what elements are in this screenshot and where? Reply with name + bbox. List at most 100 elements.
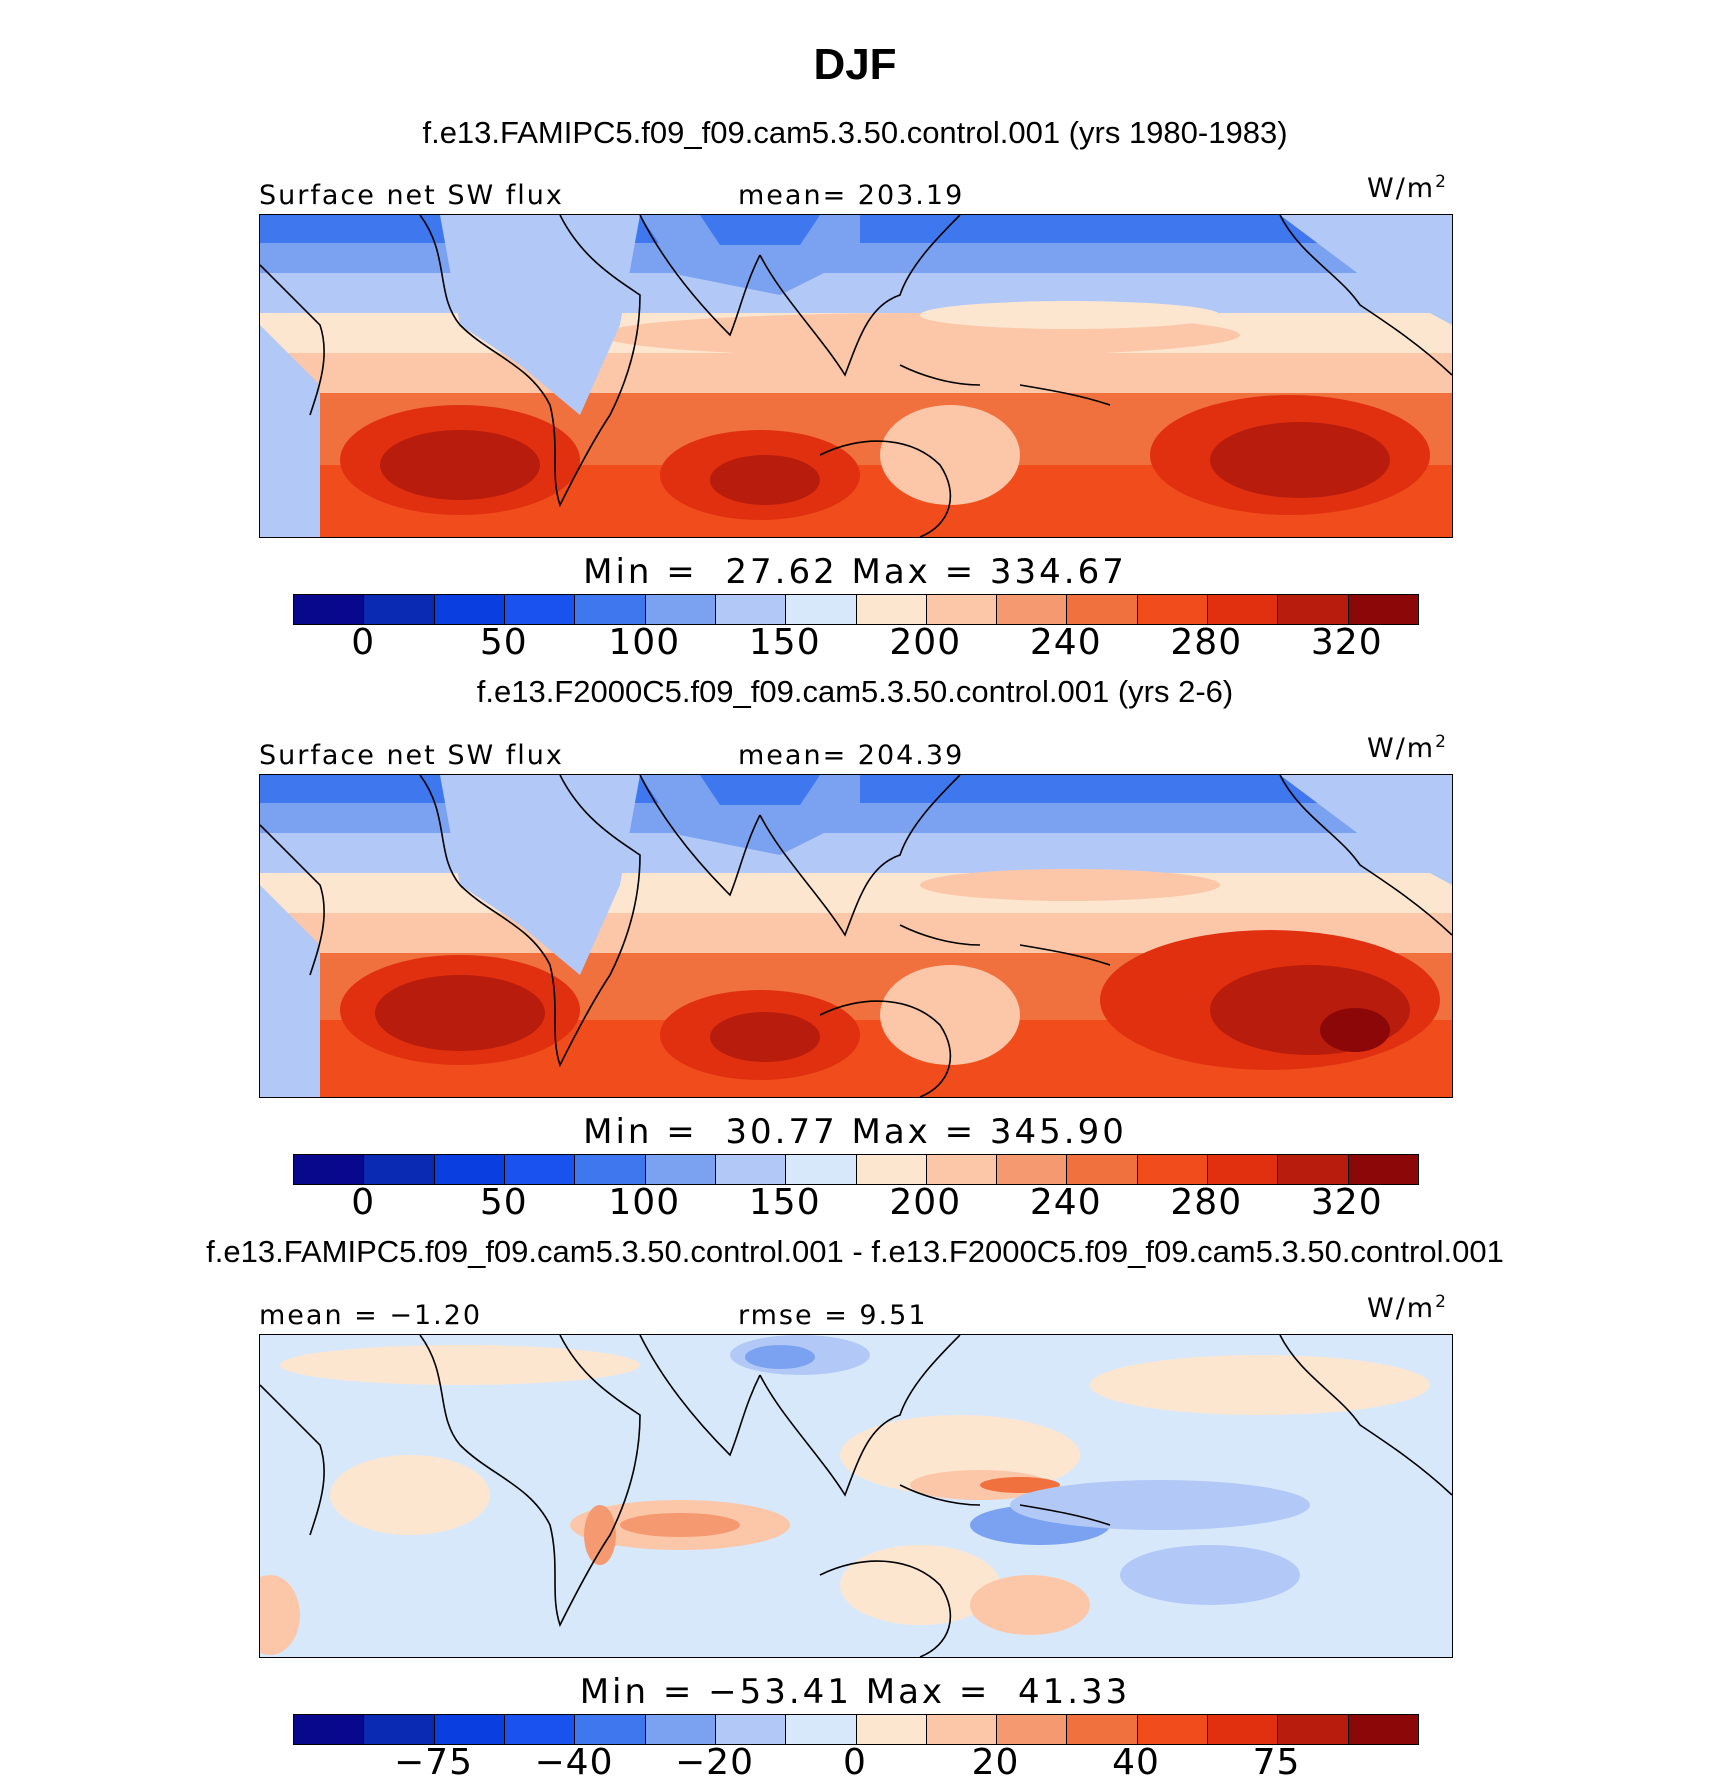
map-panel-1 xyxy=(259,214,1453,538)
figure-title: DJF xyxy=(813,40,897,89)
units-text: W/m xyxy=(1367,733,1436,764)
colorbar-swatch xyxy=(1137,1155,1209,1184)
colorbar-swatch xyxy=(434,1155,505,1184)
tick-label: 280 xyxy=(1170,622,1243,663)
colorbar-swatch xyxy=(856,1155,927,1184)
tick-label: −20 xyxy=(675,1742,754,1783)
colorbar-swatch xyxy=(1348,595,1418,624)
colorbar-swatch xyxy=(364,1715,435,1744)
units-label-2: W/m2 xyxy=(1367,732,1448,764)
center-label-2: mean= 204.39 xyxy=(738,740,965,771)
units-sup: 2 xyxy=(1435,172,1448,192)
colorbar-swatch xyxy=(294,1715,365,1744)
tick-label: 0 xyxy=(351,622,376,663)
tick-label: 280 xyxy=(1170,1182,1243,1223)
colorbar-swatch xyxy=(1278,1155,1349,1184)
left-label-3: mean = −1.20 xyxy=(259,1300,483,1331)
colorbar-swatch xyxy=(645,1155,716,1184)
colorbar-swatch xyxy=(504,1155,576,1184)
tick-label: 320 xyxy=(1310,622,1383,663)
colorbar-swatch xyxy=(504,595,576,624)
units-text: W/m xyxy=(1367,1293,1436,1324)
colorbar-swatch xyxy=(575,1715,646,1744)
colorbar-swatch xyxy=(364,595,435,624)
colorbar-ticks-1: 0 50 100 150 200 240 280 320 xyxy=(293,622,1417,666)
colorbar-swatch xyxy=(715,1715,787,1744)
colorbar-swatch xyxy=(1348,1715,1418,1744)
colorbar-swatch xyxy=(715,1155,787,1184)
left-label-2: Surface net SW flux xyxy=(259,740,564,771)
colorbar-swatch xyxy=(1348,1155,1418,1184)
colorbar-swatch xyxy=(294,1155,365,1184)
colorbar-ticks-3: −75 −40 −20 0 20 40 75 xyxy=(293,1742,1417,1786)
colorbar-swatch xyxy=(1208,1715,1279,1744)
minmax-2: Min = 30.77 Max = 345.90 xyxy=(583,1112,1127,1152)
units-label-1: W/m2 xyxy=(1367,172,1448,204)
units-text: W/m xyxy=(1367,173,1436,204)
colorbar-swatch xyxy=(1278,595,1349,624)
left-label-1: Surface net SW flux xyxy=(259,180,564,211)
colorbar-swatch xyxy=(1067,595,1138,624)
colorbar-swatch xyxy=(786,1155,857,1184)
colorbar-3 xyxy=(293,1714,1419,1745)
units-label-3: W/m2 xyxy=(1367,1292,1448,1324)
tick-label: 320 xyxy=(1310,1182,1383,1223)
tick-label: 240 xyxy=(1029,1182,1102,1223)
colorbar-swatch xyxy=(1208,1155,1279,1184)
center-label-3: rmse = 9.51 xyxy=(738,1300,928,1331)
colorbar-swatch xyxy=(786,595,857,624)
colorbar-swatch xyxy=(504,1715,576,1744)
map-panel-2 xyxy=(259,774,1453,1098)
minmax-1: Min = 27.62 Max = 334.67 xyxy=(583,552,1127,592)
colorbar-swatch xyxy=(434,1715,505,1744)
colorbar-swatch xyxy=(575,1155,646,1184)
tick-label: −75 xyxy=(394,1742,473,1783)
colorbar-swatch xyxy=(1067,1715,1138,1744)
colorbar-swatch xyxy=(575,595,646,624)
case-title-1: f.e13.FAMIPC5.f09_f09.cam5.3.50.control.… xyxy=(422,115,1288,150)
colorbar-swatch xyxy=(715,595,787,624)
tick-label: 50 xyxy=(479,622,528,663)
tick-label: 150 xyxy=(748,622,821,663)
center-label-1: mean= 203.19 xyxy=(738,180,965,211)
colorbar-swatch xyxy=(1278,1715,1349,1744)
case-title-2: f.e13.F2000C5.f09_f09.cam5.3.50.control.… xyxy=(476,674,1234,709)
tick-label: 40 xyxy=(1112,1742,1160,1783)
colorbar-swatch xyxy=(364,1155,435,1184)
tick-label: 20 xyxy=(971,1742,1020,1783)
tick-label: 50 xyxy=(479,1182,528,1223)
colorbar-swatch xyxy=(926,1155,998,1184)
units-sup: 2 xyxy=(1435,1292,1448,1312)
colorbar-swatch xyxy=(926,595,998,624)
colorbar-swatch xyxy=(786,1715,857,1744)
map-panel-3 xyxy=(259,1334,1453,1658)
tick-label: 0 xyxy=(351,1182,376,1223)
tick-label: 200 xyxy=(889,622,962,663)
tick-label: 100 xyxy=(608,1182,681,1223)
colorbar-swatch xyxy=(997,1155,1068,1184)
colorbar-swatch xyxy=(926,1715,998,1744)
tick-label: 0 xyxy=(843,1742,867,1783)
colorbar-swatch xyxy=(645,595,716,624)
colorbar-swatch xyxy=(1137,1715,1209,1744)
colorbar-swatch xyxy=(294,595,365,624)
tick-label: 150 xyxy=(748,1182,821,1223)
colorbar-swatch xyxy=(434,595,505,624)
colorbar-swatch xyxy=(1208,595,1279,624)
colorbar-swatch xyxy=(856,595,927,624)
units-sup: 2 xyxy=(1435,732,1448,752)
colorbar-ticks-2: 0 50 100 150 200 240 280 320 xyxy=(293,1182,1417,1226)
minmax-3: Min = −53.41 Max = 41.33 xyxy=(579,1672,1131,1712)
tick-label: −40 xyxy=(534,1742,614,1783)
tick-label: 200 xyxy=(889,1182,962,1223)
tick-label: 75 xyxy=(1252,1742,1301,1783)
colorbar-swatch xyxy=(1137,595,1209,624)
colorbar-swatch xyxy=(645,1715,716,1744)
colorbar-swatch xyxy=(997,1715,1068,1744)
tick-label: 240 xyxy=(1029,622,1102,663)
colorbar-2 xyxy=(293,1154,1419,1185)
tick-label: 100 xyxy=(608,622,681,663)
colorbar-swatch xyxy=(997,595,1068,624)
colorbar-swatch xyxy=(1067,1155,1138,1184)
colorbar-swatch xyxy=(856,1715,927,1744)
